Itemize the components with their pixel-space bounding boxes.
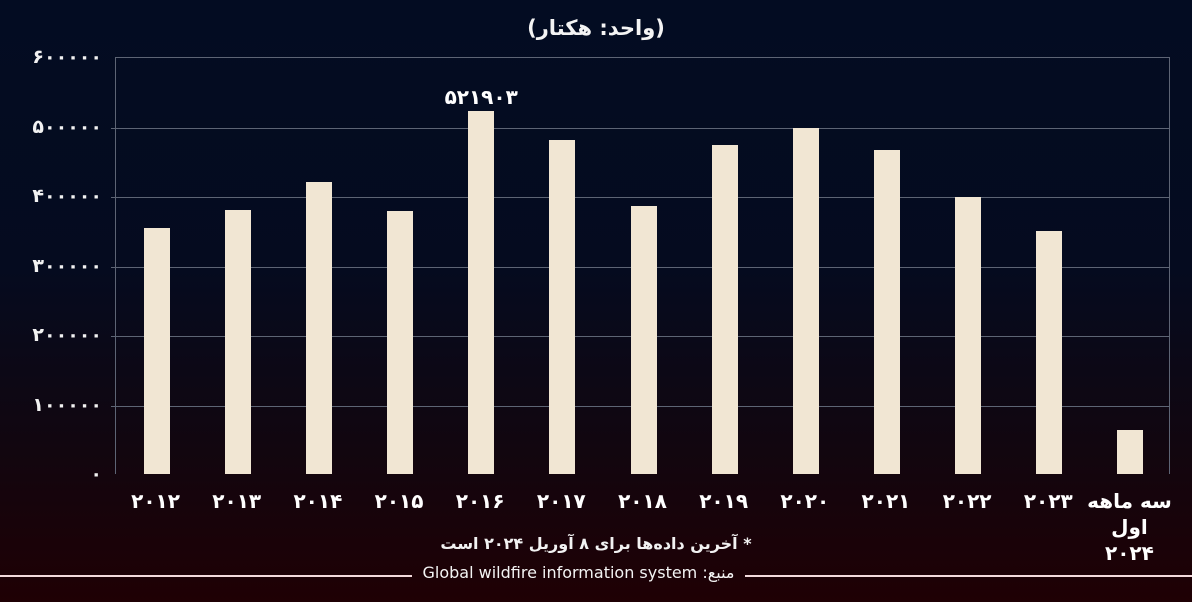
- y-tick-label: ۴۰۰۰۰۰: [32, 185, 102, 207]
- bar-2021: [873, 150, 900, 474]
- source-text: منبع: Global wildfire information system: [412, 563, 745, 582]
- y-tick-label: ۲۰۰۰۰۰: [32, 324, 102, 346]
- gridline: [111, 127, 1169, 129]
- bar-2020: [792, 127, 819, 474]
- y-tick-label: ۰: [90, 463, 102, 485]
- x-tick-label: ۲۰۱۲: [131, 489, 180, 513]
- x-tick-label: ۲۰۲۳: [1023, 489, 1073, 513]
- chart-subtitle: (واحد: هکتار): [527, 16, 665, 40]
- x-tick-label: ۲۰۱۶: [455, 489, 505, 513]
- bar-value-label: ۵۲۱۹۰۳: [444, 85, 518, 110]
- x-tick-label: ۲۰۱۸: [618, 489, 667, 513]
- bar-2012: [143, 227, 170, 474]
- divider-right: [745, 575, 1192, 577]
- x-tick-label: ۲۰۱۵: [374, 489, 424, 513]
- y-tick-label: ۱۰۰۰۰۰: [32, 393, 102, 416]
- bar-2016: [468, 111, 495, 474]
- source-name: Global wildfire information system: [422, 563, 698, 582]
- x-tick-label: ۲۰۲۰: [780, 489, 830, 513]
- x-tick-label: سه ماهه اول ۲۰۲۴: [1087, 489, 1172, 565]
- bar-2014: [305, 182, 332, 474]
- footnote: * آخرین داده‌ها برای ۸ آوریل ۲۰۲۴ است: [440, 534, 752, 553]
- bar-2019: [711, 145, 738, 474]
- bar-2015: [387, 211, 414, 474]
- x-tick-label: ۲۰۲۲: [942, 489, 992, 513]
- divider-left: [0, 575, 412, 577]
- gridline: [111, 197, 1169, 198]
- x-tick-label: ۲۰۱۹: [699, 489, 749, 513]
- y-tick-label: ۵۰۰۰۰۰: [32, 115, 102, 138]
- bar-2013: [224, 209, 251, 474]
- x-tick-label: ۲۰۲۱: [861, 489, 911, 513]
- bar-q1-2024: [1117, 430, 1144, 474]
- bar-2023: [1036, 230, 1063, 474]
- y-tick-label: ۶۰۰۰۰۰: [32, 46, 102, 68]
- plot-area: ۵۲۱۹۰۳: [111, 57, 1170, 474]
- x-tick-label: ۲۰۱۳: [212, 489, 262, 513]
- x-tick-label: ۲۰۱۴: [293, 489, 343, 513]
- bar-2018: [630, 205, 657, 474]
- source-row: منبع: Global wildfire information system: [0, 563, 1192, 587]
- source-prefix: منبع:: [702, 563, 735, 582]
- bar-2017: [549, 140, 576, 474]
- y-tick-label: ۳۰۰۰۰۰: [32, 254, 102, 277]
- x-tick-label: ۲۰۱۷: [536, 489, 586, 513]
- bar-2022: [955, 196, 982, 474]
